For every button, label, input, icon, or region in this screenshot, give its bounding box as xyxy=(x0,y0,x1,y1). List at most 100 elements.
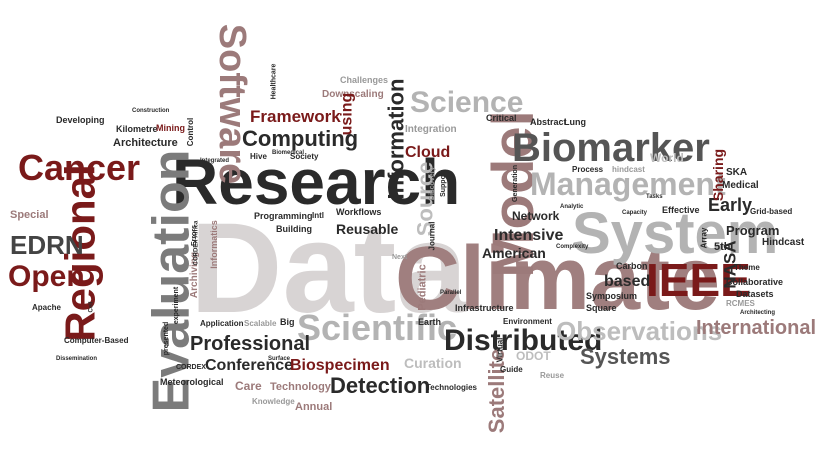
cloud-word: Parallel xyxy=(440,290,462,296)
cloud-word: World xyxy=(650,151,684,165)
cloud-word: Hive xyxy=(250,152,267,161)
cloud-word: Scalable xyxy=(244,319,277,328)
cloud-word: Hindcast xyxy=(762,237,805,248)
cloud-word: Observations xyxy=(556,316,723,346)
cloud-word: Capacity xyxy=(622,210,648,216)
cloud-word: Challenges xyxy=(340,75,389,85)
cloud-word: Cancer xyxy=(18,147,141,188)
cloud-word: Complexity xyxy=(556,244,589,250)
cloud-word: Generation xyxy=(511,165,519,202)
cloud-word: Infrastructure xyxy=(455,303,514,313)
cloud-word: Technology xyxy=(270,381,331,393)
cloud-word: Workflows xyxy=(336,207,382,217)
cloud-word: Technologies xyxy=(426,383,477,392)
cloud-word: Management xyxy=(530,166,726,202)
cloud-word: Biospecimen xyxy=(290,357,390,374)
cloud-word: Developing xyxy=(56,115,105,125)
cloud-word: Care xyxy=(235,379,262,393)
cloud-word: Framework xyxy=(250,107,341,126)
cloud-word: Information xyxy=(383,78,409,200)
cloud-word: Carbon xyxy=(616,261,648,271)
cloud-word: Data xyxy=(190,197,468,340)
cloud-word: Apache xyxy=(32,303,61,312)
cloud-word: Effective xyxy=(662,205,700,215)
cloud-word: using xyxy=(338,92,356,136)
cloud-word: Reusable xyxy=(336,221,399,237)
cloud-word: Array xyxy=(699,227,709,249)
cloud-word: American xyxy=(482,245,546,261)
cloud-word: Early xyxy=(708,195,753,215)
cloud-word: Journal xyxy=(427,221,437,251)
cloud-word: based xyxy=(604,273,651,290)
cloud-word: Architecture xyxy=(113,137,178,149)
cloud-word: Mining xyxy=(156,123,185,133)
cloud-word: Support xyxy=(439,170,447,197)
cloud-word: Intl xyxy=(312,211,324,220)
cloud-word: CORDEX-Africa xyxy=(193,220,200,266)
cloud-word: Application xyxy=(200,319,244,328)
cloud-word: Intensive xyxy=(494,227,564,244)
cloud-word: experiment xyxy=(173,286,181,325)
cloud-word: Theme xyxy=(734,263,760,272)
cloud-word: Medical xyxy=(722,180,759,191)
cloud-word: hindcast xyxy=(612,165,645,174)
cloud-word: IEEE xyxy=(646,254,751,306)
cloud-word: Critical xyxy=(486,113,517,123)
cloud-word: Surface xyxy=(268,356,291,362)
cloud-word: Biomarker xyxy=(512,126,710,170)
cloud-word: Annual xyxy=(295,401,333,413)
cloud-word: Professional xyxy=(190,333,311,355)
cloud-word: Integration xyxy=(405,124,457,135)
cloud-word: Virtual xyxy=(495,337,505,363)
cloud-word: Climate xyxy=(395,229,721,329)
cloud-word: Conference xyxy=(205,357,294,374)
cloud-word: Computing xyxy=(242,126,359,151)
cloud-word: Construction xyxy=(132,108,170,114)
cloud-word: Environment xyxy=(503,317,552,326)
cloud-word: Reuse xyxy=(540,371,565,380)
cloud-word: Square xyxy=(586,303,617,313)
cloud-word: International xyxy=(696,317,817,339)
cloud-word: Cell xyxy=(88,301,95,313)
cloud-word: Collaborative xyxy=(726,277,784,287)
cloud-word: Analytic xyxy=(560,204,584,210)
cloud-word: Research xyxy=(172,146,461,218)
cloud-word: Special xyxy=(10,209,49,221)
cloud-word: Abstract xyxy=(530,117,567,127)
cloud-word: System xyxy=(572,201,779,266)
cloud-word: Programming xyxy=(254,211,313,221)
cloud-word: presented xyxy=(163,321,171,356)
cloud-word: Grid-based xyxy=(750,207,793,216)
cloud-word: Meteorological xyxy=(160,377,224,387)
cloud-word: Next xyxy=(392,254,408,261)
cloud-word: Curation xyxy=(404,355,462,371)
cloud-word: Society xyxy=(290,152,319,161)
cloud-word: Knowledge xyxy=(252,397,295,406)
cloud-word: Informatics xyxy=(208,220,219,269)
cloud-word: Distributed xyxy=(444,324,603,357)
cloud-word: Open xyxy=(8,260,85,293)
cloud-word: Integrated xyxy=(200,158,230,164)
cloud-word: Healthcare xyxy=(270,63,278,100)
cloud-word: Downscaling xyxy=(322,89,384,100)
cloud-word: CORDEX xyxy=(176,364,206,371)
cloud-word: ODOT xyxy=(516,349,551,363)
cloud-word: Control xyxy=(186,117,196,147)
cloud-word: Cloud xyxy=(405,144,451,161)
cloud-word: RCMES xyxy=(726,299,755,308)
cloud-word: Earth xyxy=(418,317,442,327)
cloud-word: Scientific xyxy=(297,307,458,348)
cloud-word: Program xyxy=(726,223,780,238)
cloud-word: Biomedical xyxy=(272,150,305,156)
cloud-word: Sharing xyxy=(710,148,727,202)
cloud-word: Architecting xyxy=(740,310,776,316)
cloud-word: Guide xyxy=(500,365,523,374)
cloud-word: Process xyxy=(572,165,604,174)
cloud-word: Pediatric xyxy=(416,264,429,311)
cloud-word: Building xyxy=(276,224,312,234)
cloud-word: Discovery xyxy=(429,166,437,201)
cloud-word: Dissemination xyxy=(56,356,98,362)
cloud-word: Datasets xyxy=(736,289,774,299)
cloud-word: Science xyxy=(410,86,524,119)
